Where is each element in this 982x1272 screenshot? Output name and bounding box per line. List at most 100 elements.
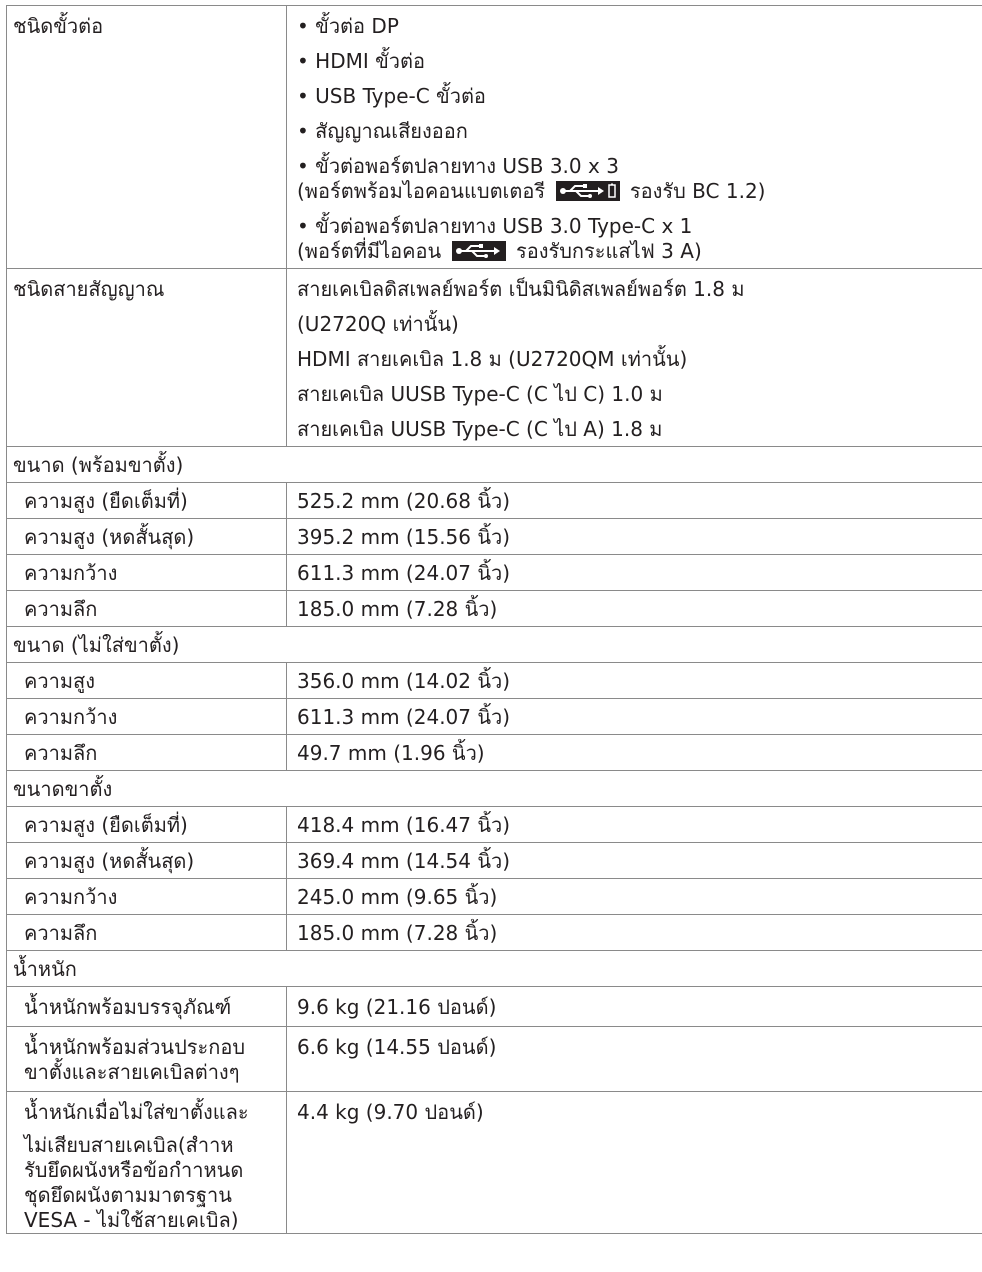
usb-icon [451,241,506,261]
row-value: 525.2 mm (20.68 นิ้ว) [297,489,511,513]
cable-dp: สายเคเบิลดิสเพลย์พอร์ต เป็นมินิดิสเพลย์พ… [297,277,745,301]
cables-label: ชนิดสายสัญญาณ [13,277,165,301]
table-row: ความกว้าง 611.3 mm (24.07 นิ้ว) [6,698,982,735]
row-label: ความลึก [24,921,98,945]
row-value-cell: 611.3 mm (24.07 นิ้ว) [286,698,982,735]
connector-usb-downstream: • ขั้วต่อพอร์ตปลายทาง USB 3.0 x 3 [297,154,619,178]
row-value-cell: 49.7 mm (1.96 นิ้ว) [286,734,982,771]
row-label: ความสูง (ยืดเต็มที่) [24,489,188,513]
row-value-cell: 6.6 kg (14.55 ปอนด์) [286,1026,982,1092]
row-value: 611.3 mm (24.07 นิ้ว) [297,561,511,585]
row-label-cell: ความสูง (หดสั้นสุด) [6,842,287,879]
row-label-cell: น้ำหนักพร้อมบรรจุภัณฑ์ [6,986,287,1027]
row-label: ความสูง (หดสั้นสุด) [24,849,195,873]
row-label: ความกว้าง [24,561,118,585]
weight-with-stand-label-line2: ขาตั้งและสายเคเบิลต่างๆ [24,1060,240,1084]
weight-heading: น้ำหนัก [13,957,77,981]
row-label-cell: ความสูง (หดสั้นสุด) [6,518,287,555]
weight-panel-label-line3: รับยึดผนังหรือข้อกำาหนด [24,1158,244,1182]
table-row: ความกว้าง 245.0 mm (9.65 นิ้ว) [6,878,982,915]
row-label: ความสูง (หดสั้นสุด) [24,525,195,549]
row-label-cell: น้ำหนักพร้อมส่วนประกอบ ขาตั้งและสายเคเบิ… [6,1026,287,1092]
table-row: ความกว้าง 611.3 mm (24.07 นิ้ว) [6,554,982,591]
section-row: ขนาด (พร้อมขาตั้ง) [6,446,982,483]
row-label-cell: ความสูง [6,662,287,699]
connector-usb-c: • USB Type-C ขั้วต่อ [297,84,486,108]
row-label: ความลึก [24,741,98,765]
row-value-cell: 356.0 mm (14.02 นิ้ว) [286,662,982,699]
row-value-cell: 525.2 mm (20.68 นิ้ว) [286,482,982,519]
weight-heading-cell: น้ำหนัก [6,950,982,987]
row-value: 49.7 mm (1.96 นิ้ว) [297,741,485,765]
row-value-cell: 418.4 mm (16.47 นิ้ว) [286,806,982,843]
row-value: 369.4 mm (14.54 นิ้ว) [297,849,511,873]
dims-without-stand-heading-cell: ขนาด (ไม่ใส่ขาตั้ง) [6,626,982,663]
connectors-value-cell: • ขั้วต่อ DP • HDMI ขั้วต่อ • USB Type-C… [286,5,982,269]
row-label-cell: ความกว้าง [6,554,287,591]
spec-table: ชนิดขั้วต่อ • ขั้วต่อ DP • HDMI ขั้วต่อ … [6,5,982,1234]
row-label: ความกว้าง [24,705,118,729]
row-value-cell: 185.0 mm (7.28 นิ้ว) [286,914,982,951]
weight-panel-label-line2: ไม่เสียบสายเคเบิล(สำาห [24,1133,234,1157]
row-label-cell: ความลึก [6,734,287,771]
weight-panel-label-line1: น้ำหนักเมื่อไม่ใส่ขาตั้งและ [24,1100,249,1124]
table-row: น้ำหนักพร้อมบรรจุภัณฑ์ 9.6 kg (21.16 ปอน… [6,986,982,1027]
table-row: ความสูง (ยืดเต็มที่) 418.4 mm (16.47 นิ้… [6,806,982,843]
row-value-cell: 369.4 mm (14.54 นิ้ว) [286,842,982,879]
row-label-cell: ความลึก [6,914,287,951]
weight-with-package-label: น้ำหนักพร้อมบรรจุภัณฑ์ [24,995,232,1019]
cables-value-cell: สายเคเบิลดิสเพลย์พอร์ต เป็นมินิดิสเพลย์พ… [286,268,982,447]
row-value: 185.0 mm (7.28 นิ้ว) [297,921,498,945]
row-value-cell: 245.0 mm (9.65 นิ้ว) [286,878,982,915]
row-label: ความกว้าง [24,885,118,909]
connector-dp: • ขั้วต่อ DP [297,14,399,38]
table-row: ความสูง 356.0 mm (14.02 นิ้ว) [6,662,982,699]
table-row: ความลึก 185.0 mm (7.28 นิ้ว) [6,590,982,627]
connector-audio-out: • สัญญาณเสียงออก [297,119,468,143]
row-value: 611.3 mm (24.07 นิ้ว) [297,705,511,729]
row-label-cell: น้ำหนักเมื่อไม่ใส่ขาตั้งและ ไม่เสียบสายเ… [6,1091,287,1234]
cable-dp-note: (U2720Q เท่านั้น) [297,312,459,336]
weight-panel-label-line4: ชุดยึดผนังตามมาตรฐาน [24,1183,232,1207]
connectors-label-cell: ชนิดขั้วต่อ [6,5,287,269]
row-label-cell: ความสูง (ยืดเต็มที่) [6,482,287,519]
weight-panel-label-line5: VESA - ไม่ใช้สายเคเบิล) [24,1208,239,1232]
section-row: ขนาด (ไม่ใส่ขาตั้ง) [6,626,982,663]
row-label: ความสูง (ยืดเต็มที่) [24,813,188,837]
connector-usb-downstream-note: (พอร์ตพร้อมไอคอนแบตเตอรี [297,179,976,204]
row-value: 418.4 mm (16.47 นิ้ว) [297,813,511,837]
cable-hdmi: HDMI สายเคเบิล 1.8 ม (U2720QM เท่านั้น) [297,347,688,371]
connectors-label: ชนิดขั้วต่อ [13,14,104,38]
connector-usb-typec-note: (พอร์ตที่มีไอคอน รองรับกระแสไฟ 3 A) [297,239,976,264]
row-value-cell: 4.4 kg (9.70 ปอนด์) [286,1091,982,1234]
row-value-cell: 185.0 mm (7.28 นิ้ว) [286,590,982,627]
row-label-cell: ความสูง (ยืดเต็มที่) [6,806,287,843]
row-value: 395.2 mm (15.56 นิ้ว) [297,525,511,549]
row-value-cell: 395.2 mm (15.56 นิ้ว) [286,518,982,555]
table-row: ความลึก 49.7 mm (1.96 นิ้ว) [6,734,982,771]
usb-typec-note-before: (พอร์ตที่มีไอคอน [297,239,442,263]
weight-panel-value: 4.4 kg (9.70 ปอนด์) [297,1100,484,1124]
weight-with-package-value: 9.6 kg (21.16 ปอนด์) [297,995,497,1019]
weight-with-stand-value: 6.6 kg (14.55 ปอนด์) [297,1035,497,1059]
usb-battery-icon [555,181,620,201]
row-label-cell: ความกว้าง [6,878,287,915]
row-value: 356.0 mm (14.02 นิ้ว) [297,669,511,693]
usb-downstream-note-after: รองรับ BC 1.2) [629,179,766,203]
row-value-cell: 611.3 mm (24.07 นิ้ว) [286,554,982,591]
stand-dims-heading: ขนาดขาตั้ง [13,777,113,801]
table-row: ความสูง (หดสั้นสุด) 395.2 mm (15.56 นิ้ว… [6,518,982,555]
cables-label-cell: ชนิดสายสัญญาณ [6,268,287,447]
row-value: 185.0 mm (7.28 นิ้ว) [297,597,498,621]
table-row: น้ำหนักพร้อมส่วนประกอบ ขาตั้งและสายเคเบิ… [6,1026,982,1092]
cable-usb-c-to-a: สายเคเบิล UUSB Type-C (C ไป A) 1.8 ม [297,417,663,441]
row-label: ความลึก [24,597,98,621]
row-label-cell: ความกว้าง [6,698,287,735]
dims-without-stand-heading: ขนาด (ไม่ใส่ขาตั้ง) [13,633,180,657]
usb-typec-note-after: รองรับกระแสไฟ 3 A) [515,239,702,263]
row-label-cell: ความลึก [6,590,287,627]
section-row: น้ำหนัก [6,950,982,987]
row-label: ความสูง [24,669,95,693]
connector-hdmi: • HDMI ขั้วต่อ [297,49,426,73]
connectors-row: ชนิดขั้วต่อ • ขั้วต่อ DP • HDMI ขั้วต่อ … [6,5,982,269]
